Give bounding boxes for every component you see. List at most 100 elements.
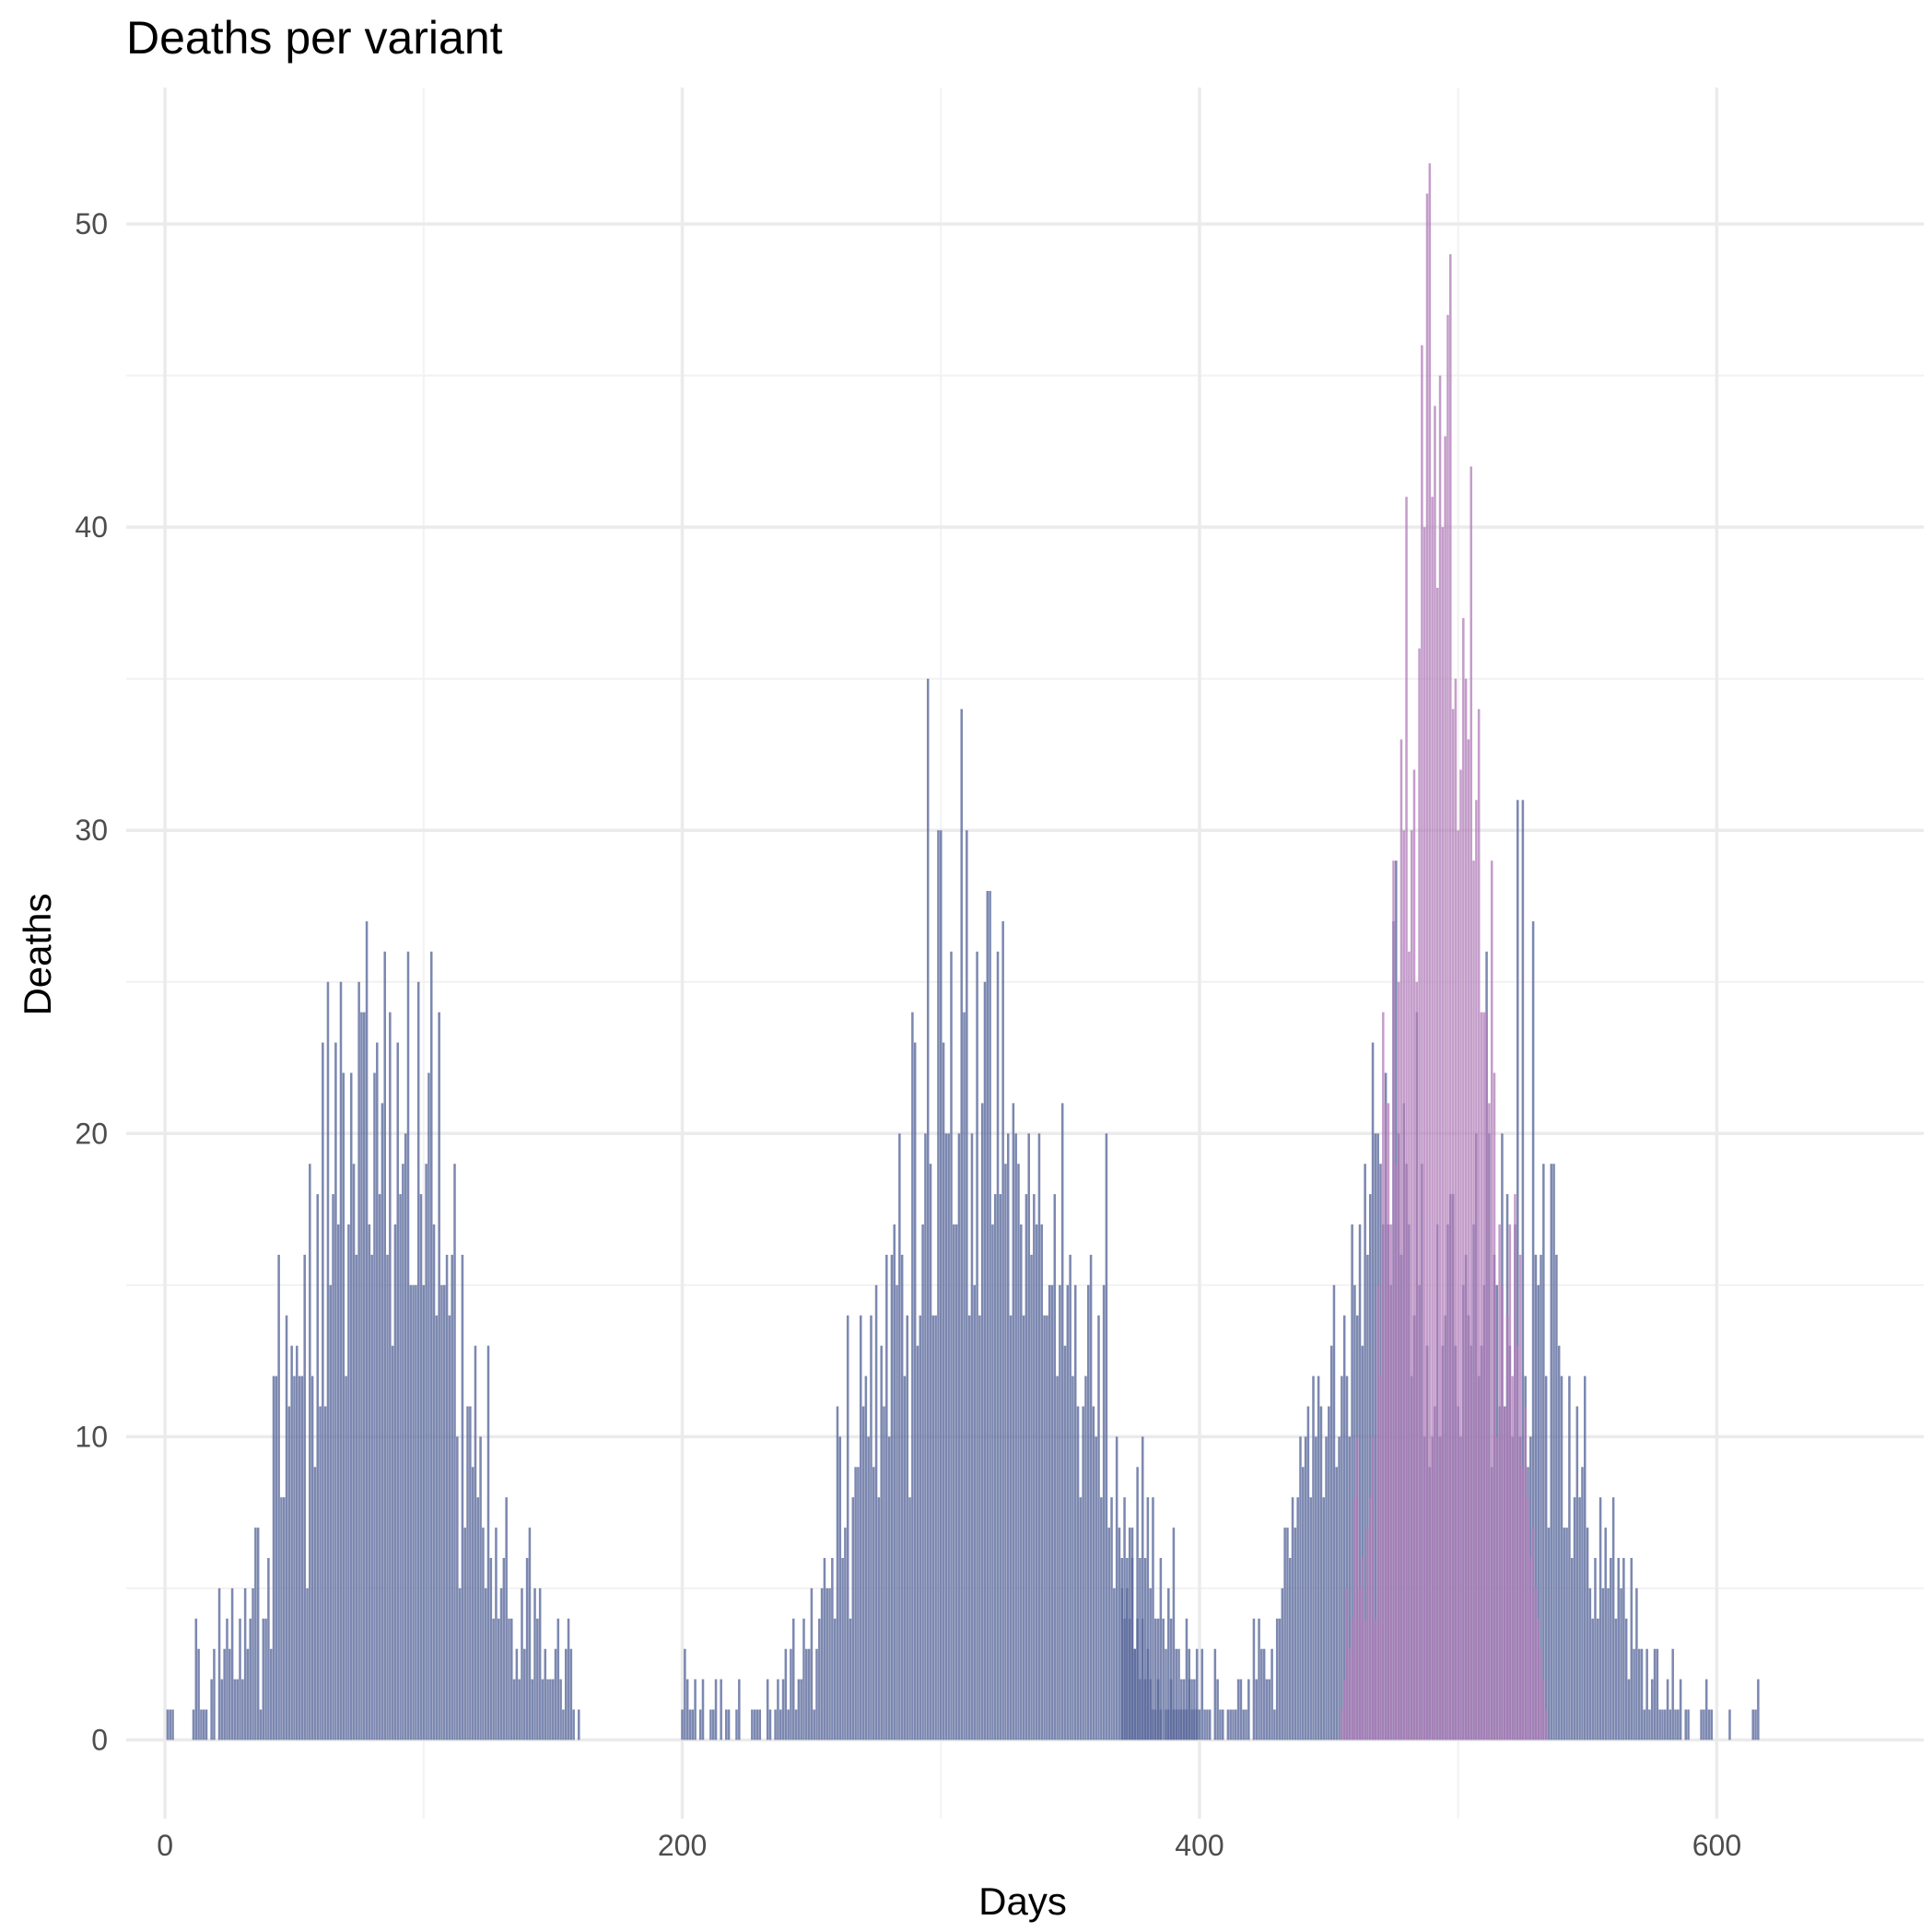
bar [820, 1587, 824, 1740]
bar [1351, 1224, 1353, 1740]
y-tick-label: 20 [75, 1117, 108, 1150]
bar [427, 1072, 430, 1740]
bar [1175, 1648, 1177, 1740]
major-gridlines [126, 88, 1924, 1819]
bar [1126, 1587, 1129, 1740]
bar [1309, 1497, 1312, 1740]
bar [841, 1558, 844, 1740]
bar [569, 1648, 573, 1740]
bar [896, 1284, 898, 1740]
bar [1498, 1224, 1501, 1740]
bar [1524, 1406, 1527, 1740]
bar [1159, 1709, 1163, 1740]
bar [774, 1709, 777, 1740]
bar [334, 1042, 337, 1740]
bar [1193, 1709, 1196, 1740]
bar [833, 1618, 837, 1740]
bar [978, 1315, 981, 1740]
bar [1017, 1164, 1020, 1740]
bar [1076, 1406, 1080, 1740]
bar [223, 1648, 226, 1740]
bar [466, 1406, 469, 1740]
bar [298, 1376, 301, 1740]
bar [1087, 1284, 1090, 1740]
bar [784, 1648, 788, 1740]
bar [1493, 1072, 1496, 1740]
bar [991, 1224, 994, 1740]
bar [1405, 497, 1408, 1740]
bar [1529, 1558, 1532, 1740]
bar [1216, 1679, 1219, 1740]
bar [1703, 1709, 1705, 1740]
bar [538, 1587, 542, 1740]
bar [1095, 1436, 1097, 1740]
bar [720, 1679, 722, 1740]
bar [880, 1345, 883, 1740]
bar [1236, 1679, 1240, 1740]
bar [986, 891, 989, 1740]
bar [1040, 1224, 1044, 1740]
bar [1540, 1648, 1542, 1740]
bar [1384, 1103, 1388, 1740]
bar [316, 1194, 319, 1740]
bar [1707, 1709, 1711, 1740]
bar [381, 1103, 384, 1740]
bar [1006, 1133, 1010, 1740]
bar [533, 1587, 536, 1740]
bar [1477, 708, 1481, 1740]
bar [448, 1315, 451, 1740]
bar [797, 1679, 801, 1740]
bar [1511, 1376, 1514, 1740]
bar [1573, 1497, 1576, 1740]
bar [1004, 1164, 1007, 1740]
bar [698, 1709, 702, 1740]
bar [505, 1497, 508, 1740]
bar [1149, 1679, 1152, 1740]
bar [1332, 1284, 1336, 1740]
bar [1438, 375, 1442, 1740]
bar [874, 1284, 878, 1740]
bar [908, 1497, 911, 1740]
bar [1020, 1224, 1023, 1740]
bar [1185, 1618, 1188, 1740]
bar [727, 1709, 731, 1740]
bar [357, 981, 360, 1740]
bar [376, 1042, 379, 1740]
bar [1462, 617, 1465, 1740]
bar [512, 1679, 516, 1740]
bar [515, 1648, 519, 1740]
bar [893, 1224, 896, 1740]
bar [1110, 1497, 1113, 1740]
bar [412, 1284, 415, 1740]
bar [469, 1406, 472, 1740]
bar [1082, 1406, 1084, 1740]
bar [342, 1072, 345, 1740]
bar [1542, 1679, 1545, 1740]
y-tick-label: 30 [75, 814, 108, 847]
bar [523, 1648, 526, 1740]
bar [1143, 1558, 1147, 1740]
bar [1255, 1679, 1259, 1740]
bar [1221, 1709, 1224, 1740]
bar [1288, 1558, 1292, 1740]
bar [1601, 1587, 1605, 1740]
bar [326, 981, 330, 1740]
bar [870, 1315, 872, 1740]
bar [1165, 1648, 1167, 1740]
bar [492, 1618, 495, 1740]
bar [694, 1679, 697, 1740]
bar [1374, 1133, 1377, 1740]
bar [202, 1709, 205, 1740]
bar [277, 1254, 280, 1740]
bar [805, 1648, 808, 1740]
bar [1167, 1587, 1170, 1740]
bar [1361, 1558, 1364, 1740]
bar [1469, 466, 1473, 1740]
bar [360, 1012, 363, 1740]
bar [319, 1406, 322, 1740]
bar [1235, 1709, 1237, 1740]
bar [194, 1618, 198, 1740]
y-tick-label: 10 [75, 1420, 108, 1453]
bar [1226, 1709, 1230, 1740]
bar [779, 1709, 782, 1740]
